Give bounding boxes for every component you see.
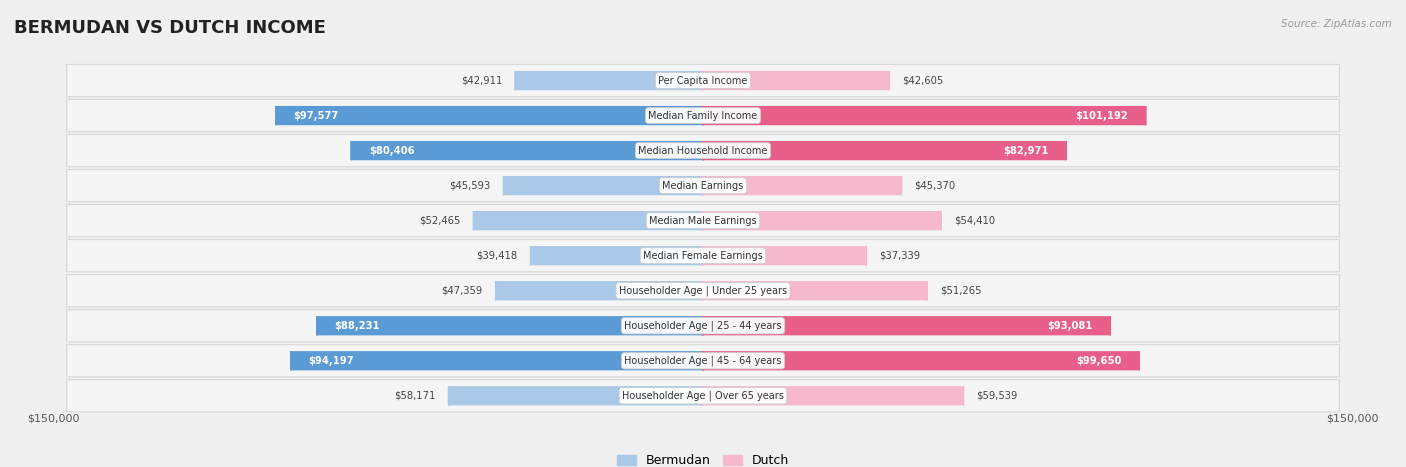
Text: $39,418: $39,418: [477, 251, 517, 261]
Text: $82,971: $82,971: [1002, 146, 1049, 156]
Text: Per Capita Income: Per Capita Income: [658, 76, 748, 85]
Text: BERMUDAN VS DUTCH INCOME: BERMUDAN VS DUTCH INCOME: [14, 19, 326, 37]
FancyBboxPatch shape: [66, 310, 1340, 342]
FancyBboxPatch shape: [66, 205, 1340, 237]
Text: Median Male Earnings: Median Male Earnings: [650, 216, 756, 226]
Text: $150,000: $150,000: [27, 414, 80, 424]
FancyBboxPatch shape: [496, 281, 703, 300]
Text: Median Household Income: Median Household Income: [638, 146, 768, 156]
FancyBboxPatch shape: [703, 176, 901, 195]
Text: Source: ZipAtlas.com: Source: ZipAtlas.com: [1281, 19, 1392, 28]
Text: Median Family Income: Median Family Income: [648, 111, 758, 120]
Text: $93,081: $93,081: [1047, 321, 1092, 331]
FancyBboxPatch shape: [703, 141, 1066, 160]
Text: $42,911: $42,911: [461, 76, 502, 85]
Text: $37,339: $37,339: [879, 251, 921, 261]
FancyBboxPatch shape: [530, 246, 703, 265]
Text: $97,577: $97,577: [294, 111, 339, 120]
Text: $150,000: $150,000: [1326, 414, 1379, 424]
FancyBboxPatch shape: [318, 316, 703, 335]
FancyBboxPatch shape: [66, 240, 1340, 272]
FancyBboxPatch shape: [66, 134, 1340, 167]
Text: Householder Age | Under 25 years: Householder Age | Under 25 years: [619, 285, 787, 296]
Text: $52,465: $52,465: [419, 216, 460, 226]
FancyBboxPatch shape: [66, 345, 1340, 377]
Legend: Bermudan, Dutch: Bermudan, Dutch: [612, 449, 794, 467]
FancyBboxPatch shape: [474, 211, 703, 230]
FancyBboxPatch shape: [66, 275, 1340, 307]
FancyBboxPatch shape: [291, 351, 703, 370]
FancyBboxPatch shape: [515, 71, 703, 90]
FancyBboxPatch shape: [66, 64, 1340, 97]
Text: $58,171: $58,171: [394, 391, 436, 401]
FancyBboxPatch shape: [703, 351, 1139, 370]
Text: $45,593: $45,593: [449, 181, 491, 191]
Text: $101,192: $101,192: [1076, 111, 1128, 120]
Text: $94,197: $94,197: [308, 356, 354, 366]
Text: $59,539: $59,539: [977, 391, 1018, 401]
Text: Householder Age | 25 - 44 years: Householder Age | 25 - 44 years: [624, 320, 782, 331]
FancyBboxPatch shape: [703, 71, 890, 90]
FancyBboxPatch shape: [66, 170, 1340, 202]
Text: $51,265: $51,265: [941, 286, 981, 296]
FancyBboxPatch shape: [703, 246, 866, 265]
Text: $88,231: $88,231: [335, 321, 380, 331]
FancyBboxPatch shape: [66, 99, 1340, 132]
FancyBboxPatch shape: [703, 316, 1111, 335]
Text: $45,370: $45,370: [914, 181, 956, 191]
Text: $42,605: $42,605: [903, 76, 943, 85]
FancyBboxPatch shape: [276, 106, 703, 125]
FancyBboxPatch shape: [503, 176, 703, 195]
FancyBboxPatch shape: [703, 211, 941, 230]
FancyBboxPatch shape: [703, 386, 963, 405]
Text: Median Earnings: Median Earnings: [662, 181, 744, 191]
FancyBboxPatch shape: [703, 281, 927, 300]
FancyBboxPatch shape: [352, 141, 703, 160]
FancyBboxPatch shape: [703, 106, 1146, 125]
FancyBboxPatch shape: [449, 386, 703, 405]
Text: Median Female Earnings: Median Female Earnings: [643, 251, 763, 261]
Text: $47,359: $47,359: [441, 286, 482, 296]
Text: Householder Age | Over 65 years: Householder Age | Over 65 years: [621, 390, 785, 401]
Text: Householder Age | 45 - 64 years: Householder Age | 45 - 64 years: [624, 355, 782, 366]
Text: $99,650: $99,650: [1076, 356, 1122, 366]
FancyBboxPatch shape: [66, 380, 1340, 412]
Text: $80,406: $80,406: [368, 146, 415, 156]
Text: $54,410: $54,410: [955, 216, 995, 226]
